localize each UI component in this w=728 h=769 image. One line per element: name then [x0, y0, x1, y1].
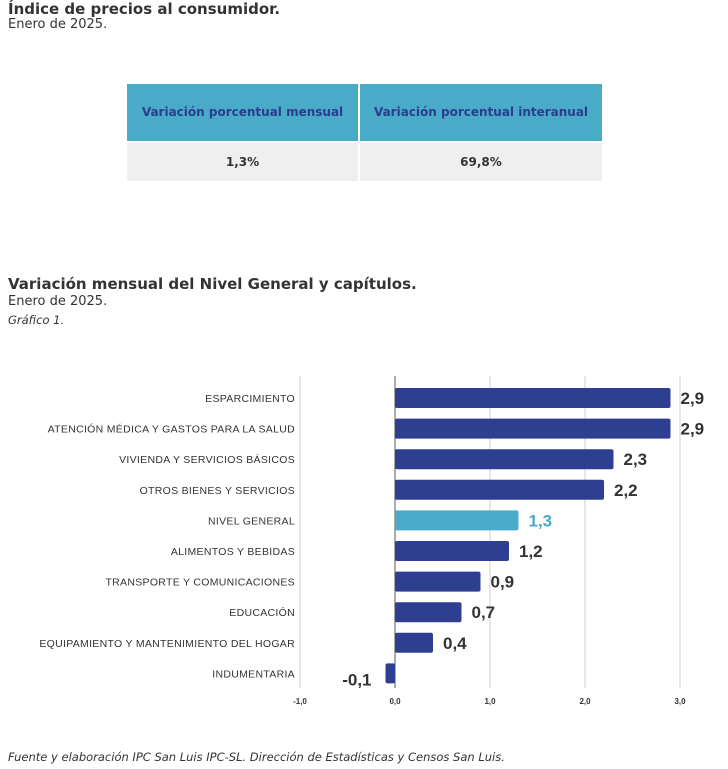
- category-label: INDUMENTARIA: [212, 668, 295, 680]
- data-label: 2,3: [624, 450, 648, 469]
- data-label: 1,2: [519, 542, 543, 561]
- category-label: ATENCIÓN MÉDICA Y GASTOS PARA LA SALUD: [48, 423, 295, 436]
- x-tick-label: 2,0: [579, 697, 591, 706]
- x-tick-label: 3,0: [674, 697, 686, 706]
- bar: [395, 510, 519, 531]
- data-label: 2,9: [681, 420, 705, 439]
- data-label: 0,4: [443, 634, 467, 653]
- kpi-header-yearly: Variación porcentual interanual: [360, 84, 602, 141]
- chart-note: Gráfico 1.: [8, 313, 65, 327]
- bar: [395, 449, 614, 470]
- category-label: EDUCACIÓN: [229, 606, 295, 619]
- data-label: -0,1: [342, 670, 371, 689]
- data-label: 1,3: [529, 511, 553, 530]
- page-subtitle: Enero de 2025.: [8, 17, 108, 32]
- category-label: OTROS BIENES Y SERVICIOS: [140, 485, 295, 497]
- x-tick-label: -1,0: [293, 697, 307, 706]
- x-tick-label: 1,0: [484, 697, 496, 706]
- category-label: ALIMENTOS Y BEBIDAS: [171, 546, 295, 558]
- chart-subtitle: Enero de 2025.: [8, 294, 108, 309]
- category-label: VIVIENDA Y SERVICIOS BÁSICOS: [119, 453, 295, 466]
- bar: [395, 571, 481, 592]
- bar: [395, 632, 433, 653]
- x-tick-label: 0,0: [389, 697, 401, 706]
- data-label: 2,2: [614, 481, 638, 500]
- bar: [385, 663, 395, 684]
- data-label: 0,7: [472, 603, 496, 622]
- bar: [395, 418, 671, 439]
- source-note: Fuente y elaboración IPC San Luis IPC-SL…: [8, 750, 505, 764]
- data-label: 0,9: [491, 573, 515, 592]
- bar: [395, 388, 671, 408]
- kpi-header-monthly: Variación porcentual mensual: [127, 84, 358, 141]
- category-label: ESPARCIMIENTO: [205, 393, 295, 405]
- kpi-value-yearly: 69,8%: [360, 143, 602, 181]
- kpi-value-monthly: 1,3%: [127, 143, 358, 181]
- data-label: 2,9: [681, 389, 705, 408]
- bar-chart: -1,0 0,0 1,0 2,0 3,0 ESPARCIMIENTO 2,9 ATENCIÓN…: [39, 376, 705, 706]
- category-label: NIVEL GENERAL: [208, 515, 295, 527]
- bar: [395, 602, 462, 623]
- page-title: Índice de precios al consumidor.: [8, 0, 281, 18]
- category-label: TRANSPORTE Y COMUNICACIONES: [105, 577, 295, 589]
- category-label: EQUIPAMIENTO Y MANTENIMIENTO DEL HOGAR: [39, 638, 295, 650]
- bar: [395, 541, 509, 561]
- bar: [395, 479, 604, 500]
- chart-title: Variación mensual del Nivel General y ca…: [8, 275, 417, 293]
